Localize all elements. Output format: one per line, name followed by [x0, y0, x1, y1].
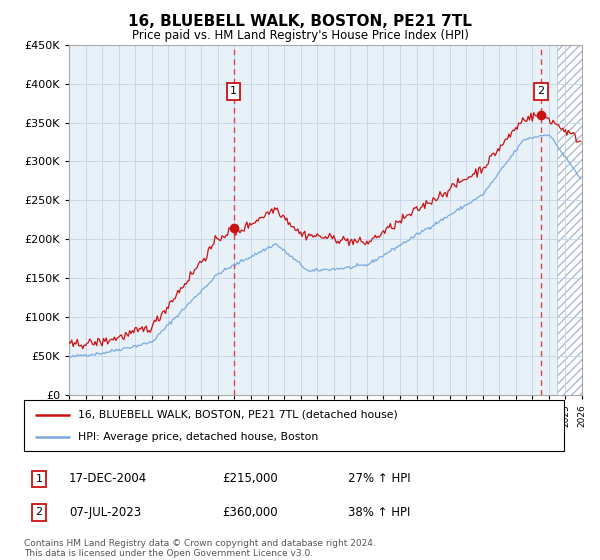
Bar — [557, 45, 582, 395]
Text: £360,000: £360,000 — [222, 506, 278, 519]
Text: 38% ↑ HPI: 38% ↑ HPI — [348, 506, 410, 519]
Text: 2: 2 — [538, 86, 545, 96]
Text: HPI: Average price, detached house, Boston: HPI: Average price, detached house, Bost… — [78, 432, 318, 442]
Text: £215,000: £215,000 — [222, 472, 278, 486]
Text: 17-DEC-2004: 17-DEC-2004 — [69, 472, 147, 486]
Bar — [557, 45, 582, 395]
Text: 07-JUL-2023: 07-JUL-2023 — [69, 506, 141, 519]
Text: 2: 2 — [35, 507, 43, 517]
Text: 16, BLUEBELL WALK, BOSTON, PE21 7TL: 16, BLUEBELL WALK, BOSTON, PE21 7TL — [128, 14, 472, 29]
Text: 1: 1 — [230, 86, 238, 96]
Text: 27% ↑ HPI: 27% ↑ HPI — [348, 472, 410, 486]
Text: 16, BLUEBELL WALK, BOSTON, PE21 7TL (detached house): 16, BLUEBELL WALK, BOSTON, PE21 7TL (det… — [78, 409, 398, 419]
Text: Contains HM Land Registry data © Crown copyright and database right 2024.
This d: Contains HM Land Registry data © Crown c… — [24, 539, 376, 558]
Text: 1: 1 — [35, 474, 43, 484]
Text: Price paid vs. HM Land Registry's House Price Index (HPI): Price paid vs. HM Land Registry's House … — [131, 29, 469, 42]
